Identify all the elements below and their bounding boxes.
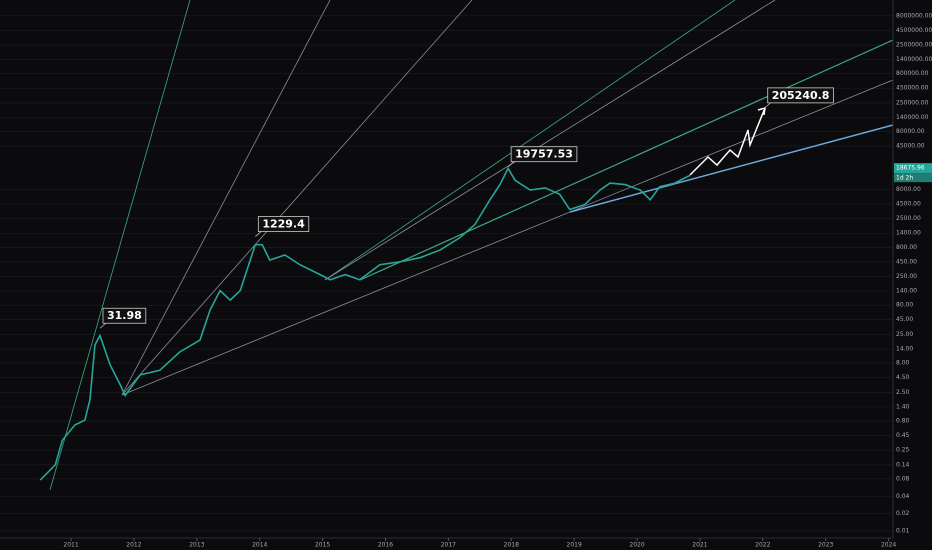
x-tick-label: 2018 <box>504 542 519 549</box>
annotation-label: 19757.53 <box>515 148 573 161</box>
annotation-box <box>510 146 578 163</box>
trend-line <box>359 39 894 281</box>
y-tick-label: 45.00 <box>896 316 913 323</box>
y-tick-label: 4500000.00 <box>896 27 932 34</box>
y-tick-label: 250000.00 <box>896 99 929 106</box>
annotation-label: 1229.4 <box>262 218 305 231</box>
countdown-label: 1d 2h <box>896 175 913 182</box>
y-tick-label: 2.50 <box>896 389 910 396</box>
x-tick-label: 2021 <box>692 542 707 549</box>
y-tick-label: 450.00 <box>896 258 917 265</box>
y-tick-label: 25.00 <box>896 331 913 338</box>
y-tick-label: 800000.00 <box>896 70 929 77</box>
y-tick-label: 4.50 <box>896 374 910 381</box>
fan-lines <box>49 0 894 491</box>
y-tick-label: 45000.00 <box>896 143 925 150</box>
annotation-label: 31.98 <box>107 309 142 322</box>
y-tick-label: 8.00 <box>896 360 910 367</box>
x-tick-label: 2015 <box>315 542 330 549</box>
y-tick-label: 140.00 <box>896 288 917 295</box>
annotation-box <box>767 87 834 104</box>
countdown-box <box>894 173 932 183</box>
trend-line <box>121 79 894 396</box>
x-tick-label: 2023 <box>818 542 833 549</box>
trend-line <box>121 0 331 396</box>
x-tick-label: 2013 <box>189 542 204 549</box>
price-line <box>39 166 691 481</box>
y-tick-label: 800.00 <box>896 244 917 251</box>
y-tick-label: 0.02 <box>896 510 910 517</box>
annotation: 19757.53 <box>507 146 578 168</box>
annotation-box <box>102 307 147 324</box>
y-tick-label: 2500.00 <box>896 215 921 222</box>
y-tick-label: 80000.00 <box>896 128 925 135</box>
y-tick-label: 8000.00 <box>896 186 921 193</box>
y-tick-label: 0.25 <box>896 447 910 454</box>
y-tick-label: 450000.00 <box>896 85 929 92</box>
trend-line <box>121 0 473 396</box>
x-tick-label: 2016 <box>378 542 393 549</box>
y-tick-label: 8000000.00 <box>896 12 932 19</box>
y-tick-label: 0.01 <box>896 528 910 535</box>
x-tick-label: 2011 <box>63 542 78 549</box>
x-tick-label: 2012 <box>126 542 141 549</box>
annotation: 205240.8 <box>764 87 834 109</box>
y-tick-label: 0.14 <box>896 461 910 468</box>
y-tick-label: 0.08 <box>896 475 910 482</box>
x-tick-label: 2024 <box>881 542 896 549</box>
y-tick-label: 0.04 <box>896 493 910 500</box>
annotation-box <box>257 216 310 232</box>
y-tick-label: 4500.00 <box>896 200 921 207</box>
y-tick-label: 140000.00 <box>896 114 929 121</box>
last-price-label: 18675.96 <box>896 165 925 172</box>
y-tick-label: 14.00 <box>896 346 913 353</box>
y-tick-label: 1.40 <box>896 403 910 410</box>
trend-line <box>324 0 776 281</box>
x-tick-label: 2020 <box>629 542 644 549</box>
trend-line <box>49 0 191 491</box>
x-tick-label: 2022 <box>755 542 770 549</box>
projection-path <box>689 107 766 176</box>
x-tick-label: 2019 <box>567 542 582 549</box>
annotation-label: 205240.8 <box>772 89 830 102</box>
y-tick-label: 250.00 <box>896 273 917 280</box>
y-tick-label: 2500000.00 <box>896 42 932 49</box>
y-tick-label: 1400000.00 <box>896 56 932 63</box>
x-tick-label: 2014 <box>252 542 267 549</box>
annotation: 1229.4 <box>255 216 310 237</box>
trend-line <box>569 124 894 213</box>
trend-line <box>324 0 736 281</box>
annotation: 31.98 <box>99 307 147 329</box>
grid <box>0 15 893 532</box>
x-tick-label: 2017 <box>441 542 456 549</box>
y-tick-label: 80.00 <box>896 302 913 309</box>
projection-arrow <box>757 106 766 116</box>
last-price-box <box>894 163 932 174</box>
y-tick-label: 0.45 <box>896 432 910 439</box>
y-tick-label: 0.80 <box>896 417 910 424</box>
y-tick-label: 1400.00 <box>896 230 921 237</box>
